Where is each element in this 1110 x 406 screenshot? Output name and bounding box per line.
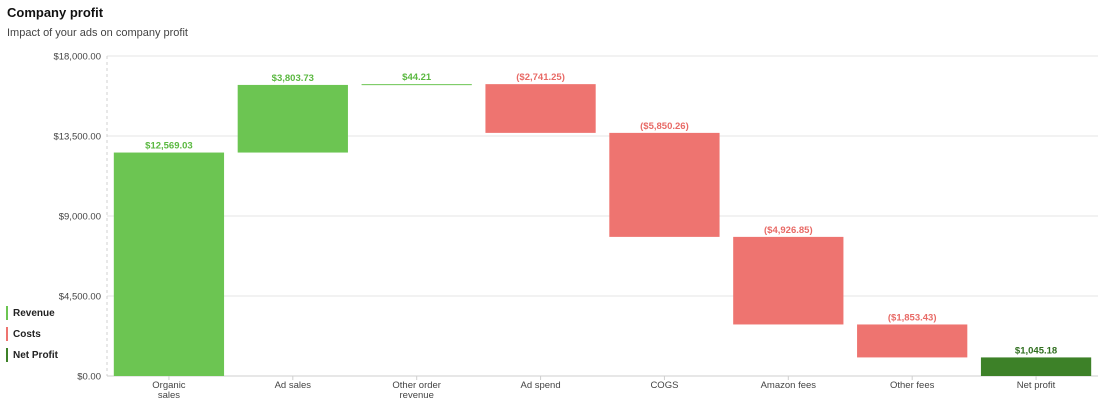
legend-swatch-costs [6,327,8,341]
data-label: ($4,926.85) [764,225,813,236]
chart-title: Company profit [7,5,104,20]
y-tick-label: $0.00 [77,372,101,383]
data-label: $12,569.03 [145,141,193,152]
y-tick-label: $18,000.00 [53,52,101,63]
legend-swatch-net-profit [6,348,8,362]
bar-costs [733,236,844,325]
bar-costs [857,324,968,358]
x-tick-label: Ad spend [520,380,560,391]
y-tick-label: $4,500.00 [59,292,101,303]
x-tick-label: Organic [152,380,186,391]
data-label: ($2,741.25) [516,72,565,83]
bar-revenue [237,84,348,153]
x-tick-label: Net profit [1017,380,1056,391]
data-label: ($1,853.43) [888,312,937,323]
legend-label-revenue: Revenue [13,307,55,319]
bar-revenue [361,84,472,86]
legend-item-revenue[interactable]: Revenue [6,306,58,320]
data-label: $44.21 [402,72,432,83]
chart-subtitle: Impact of your ads on company profit [7,27,188,39]
legend-swatch-revenue [6,306,8,320]
legend-item-net-profit[interactable]: Net Profit [6,348,58,362]
legend-item-costs[interactable]: Costs [6,327,58,341]
bar-revenue [113,152,225,376]
data-label: $3,803.73 [272,73,314,84]
x-tick-label: sales [158,390,180,401]
legend-label-net-profit: Net Profit [13,349,58,361]
legend: Revenue Costs Net Profit [6,306,58,369]
x-tick-label: Amazon fees [761,380,817,391]
data-label: $1,045.18 [1015,345,1057,356]
bar-costs [485,84,596,133]
bar-net [980,357,1092,376]
x-tick-label: Ad sales [275,380,312,391]
bar-costs [609,132,720,237]
x-tick-label: Other order [392,380,441,391]
y-tick-label: $13,500.00 [53,132,101,143]
legend-label-costs: Costs [13,328,41,340]
x-tick-label: revenue [400,390,434,401]
x-tick-label: COGS [650,380,678,391]
data-label: ($5,850.26) [640,121,689,132]
y-tick-label: $9,000.00 [59,212,101,223]
x-tick-label: Other fees [890,380,935,391]
